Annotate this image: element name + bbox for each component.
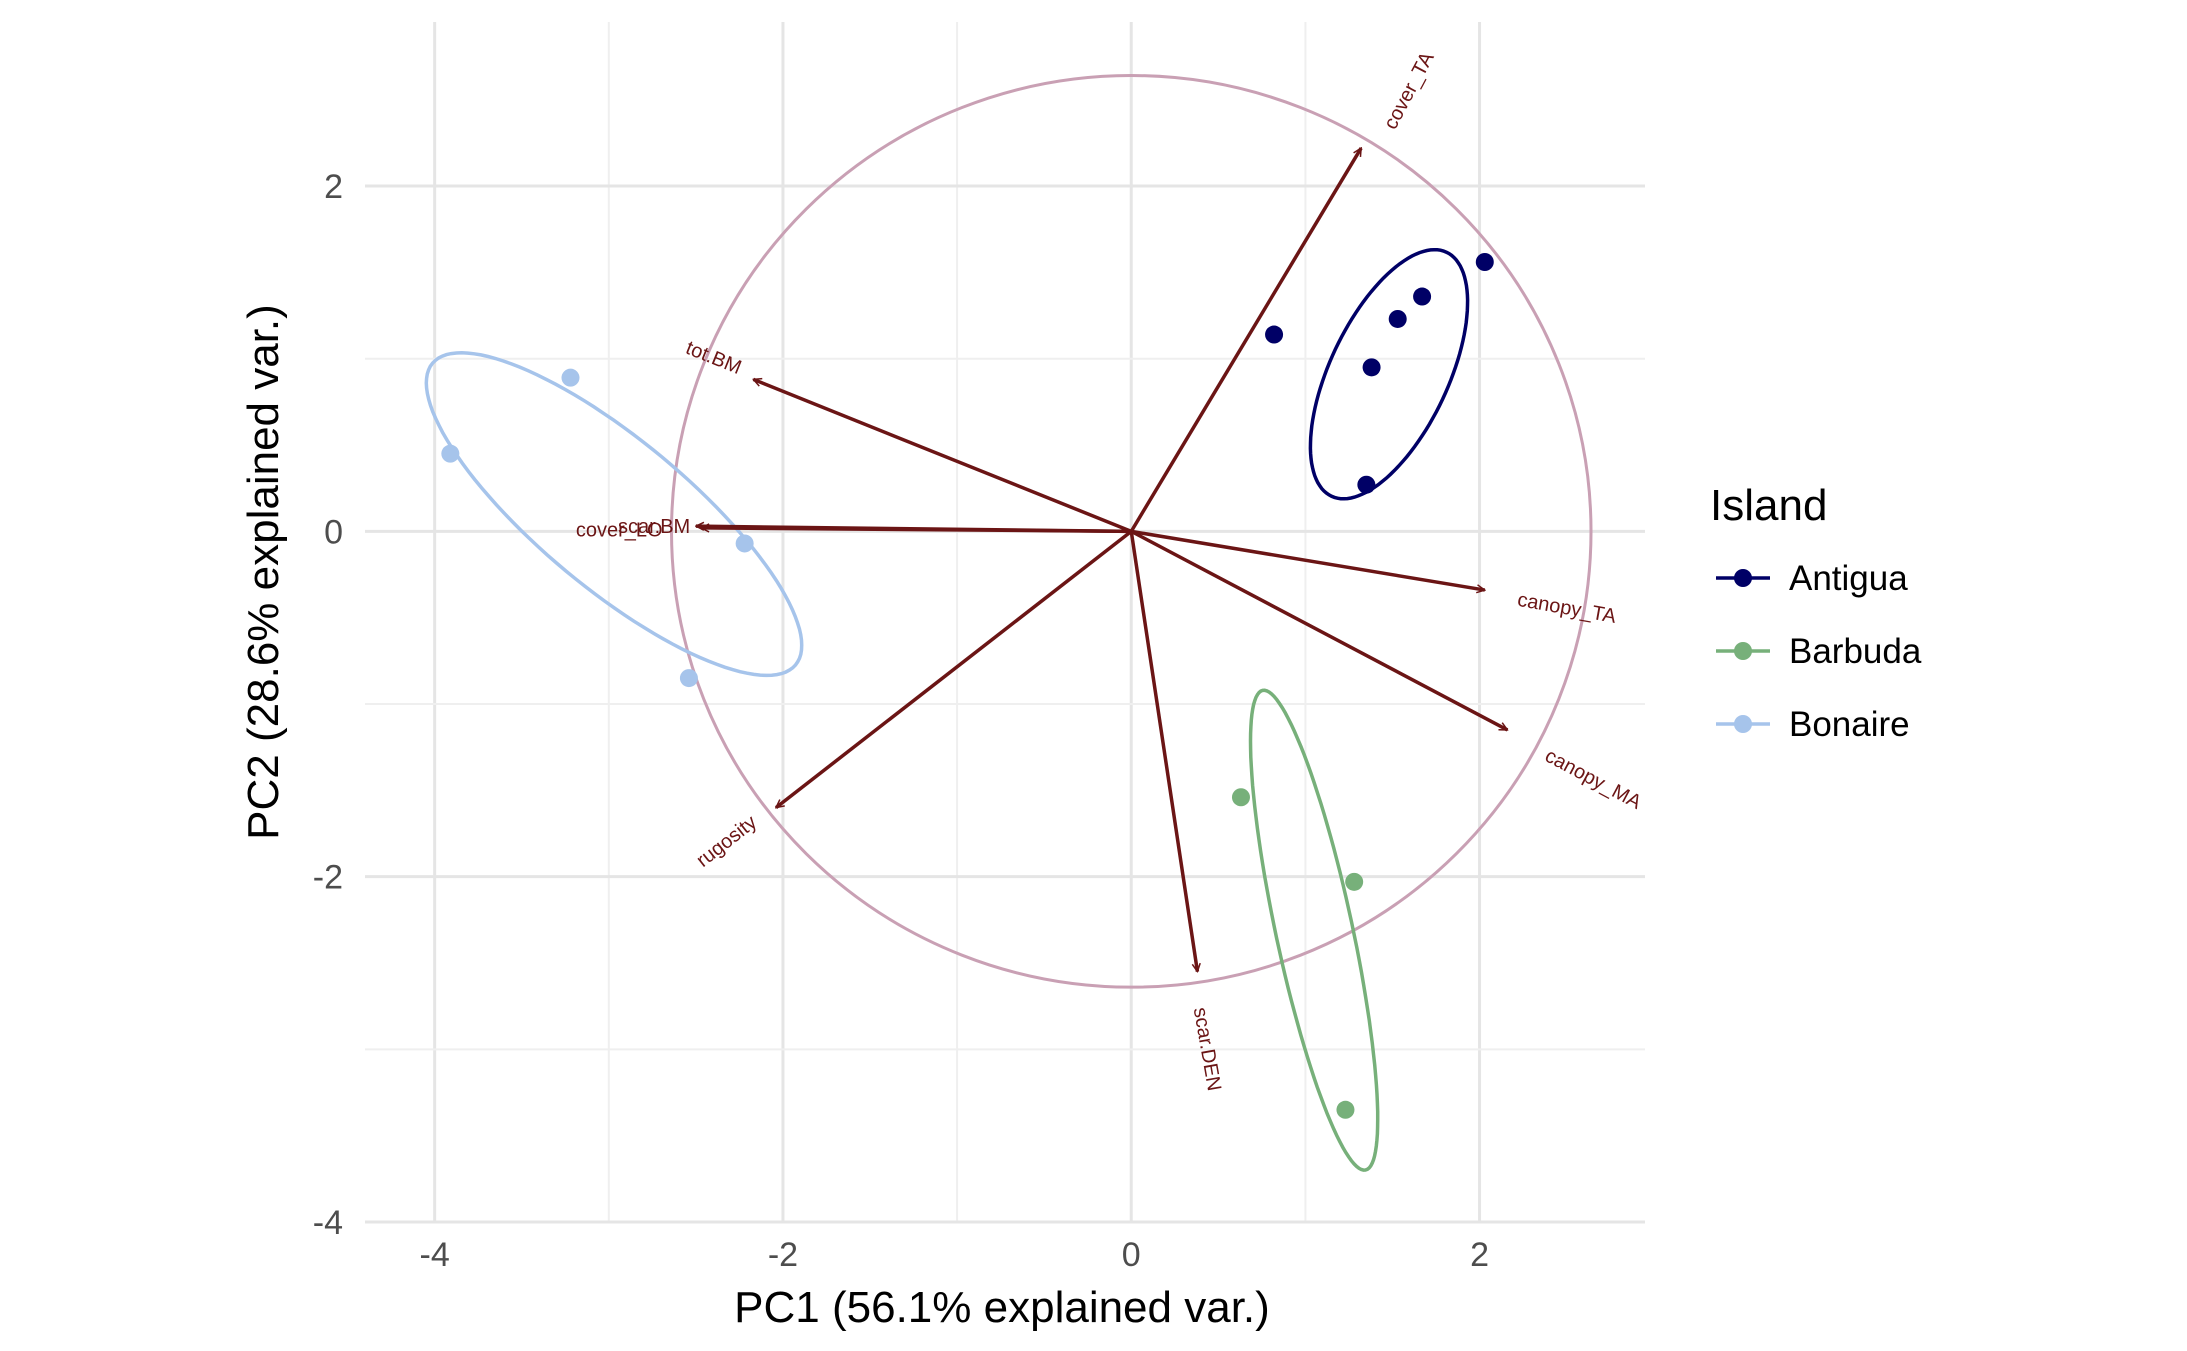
ellipse-barbuda [1248, 688, 1380, 1172]
loading-labels: cover_TAtot.BMscar.BMcover_LOcanopy_TAca… [576, 48, 1646, 1093]
loading-arrow-rugosity [776, 529, 1133, 809]
x-tick-label: 0 [1122, 1236, 1141, 1274]
loading-label-rugosity: rugosity [692, 811, 761, 871]
x-tick-label: 2 [1470, 1236, 1489, 1274]
loading-arrow-cover_LO [701, 528, 1132, 534]
ellipse-bonaire [424, 351, 804, 678]
group-ellipses [424, 247, 1470, 1172]
x-tick-label: -4 [420, 1236, 450, 1274]
point-barbuda [1336, 1100, 1355, 1119]
data-points [441, 253, 1494, 1119]
y-tick-label: 0 [324, 513, 343, 551]
legend-key-dot [1734, 715, 1752, 733]
y-tick-label: -4 [313, 1204, 343, 1242]
loading-arrows [696, 148, 1508, 972]
loading-arrow-canopy_TA [1130, 529, 1485, 590]
point-bonaire [679, 669, 698, 688]
x-tick-label: -2 [768, 1236, 798, 1274]
legend-label: Antigua [1789, 559, 1908, 598]
ellipse-antigua [1308, 247, 1470, 501]
legend: Island Antigua Barbuda Bonaire [1710, 481, 1922, 744]
grid [365, 22, 1645, 1224]
y-axis-title: PC2 (28.6% explained var.) [239, 304, 288, 840]
tick-labels: -4 -2 0 2 -4 -2 0 2 [313, 168, 1489, 1274]
point-bonaire [441, 444, 460, 463]
loading-label-cover_LO: cover_LO [576, 520, 663, 542]
legend-item-bonaire: Bonaire [1716, 705, 1910, 744]
y-tick-label: -2 [313, 859, 343, 897]
point-antigua [1362, 358, 1381, 377]
point-antigua [1357, 475, 1376, 494]
legend-label: Bonaire [1789, 705, 1910, 744]
loading-label-scar.BM: scar.BM [618, 516, 690, 538]
correlation-circle [670, 74, 1593, 989]
point-barbuda [1231, 788, 1250, 807]
legend-item-barbuda: Barbuda [1716, 632, 1922, 671]
legend-key-dot [1734, 569, 1752, 587]
legend-item-antigua: Antigua [1716, 559, 1908, 598]
point-bonaire [561, 368, 580, 387]
y-tick-label: 2 [324, 168, 343, 206]
loading-arrow-cover_TA [1129, 148, 1363, 533]
legend-key-dot [1734, 642, 1752, 660]
loading-label-canopy_MA: canopy_MA [1541, 745, 1645, 814]
point-antigua [1413, 287, 1432, 306]
correlation-circle-ring [670, 74, 1593, 989]
point-bonaire [735, 534, 754, 553]
point-antigua [1475, 253, 1494, 271]
point-antigua [1388, 309, 1407, 328]
loading-arrow-tot.BM [753, 377, 1132, 533]
point-barbuda [1345, 872, 1364, 891]
loading-label-cover_TA: cover_TA [1380, 48, 1439, 133]
loading-arrow-scar.DEN [1129, 531, 1197, 971]
legend-title: Island [1710, 481, 1827, 530]
legend-label: Barbuda [1789, 632, 1922, 671]
x-axis-title: PC1 (56.1% explained var.) [734, 1283, 1270, 1332]
loading-arrow-canopy_MA [1130, 529, 1507, 732]
loading-label-canopy_TA: canopy_TA [1516, 589, 1619, 628]
point-antigua [1265, 325, 1284, 344]
